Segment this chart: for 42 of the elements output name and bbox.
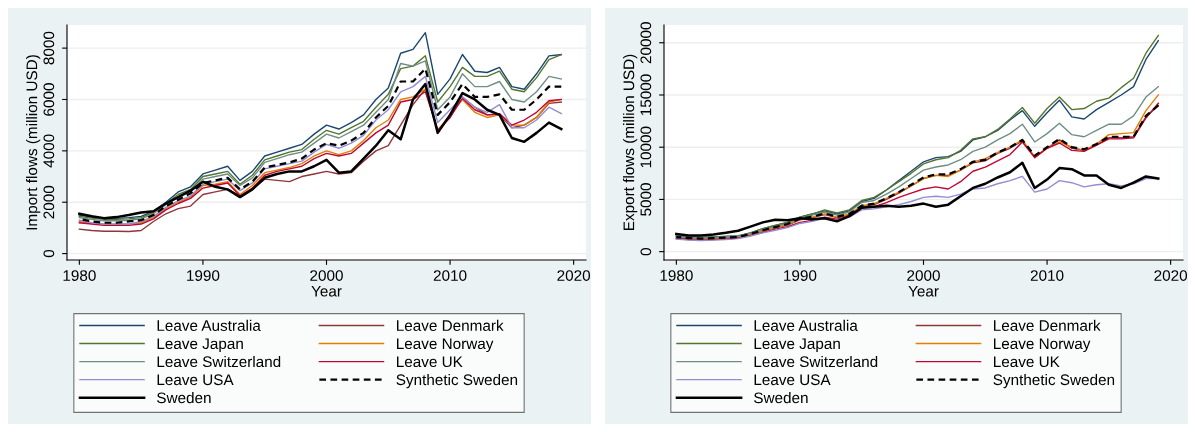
x-tick-label: 1990 <box>784 270 817 281</box>
x-tick-label: 1980 <box>660 270 693 281</box>
legend-label: Sweden <box>754 392 808 404</box>
legend-label: Leave Switzerland <box>157 355 281 368</box>
y-tick-label: 0 <box>640 247 652 256</box>
legend-label: Leave Australia <box>754 319 858 331</box>
legend-label: Leave Denmark <box>994 319 1101 331</box>
legend-label: Leave Switzerland <box>754 355 878 368</box>
y-tick-label: 5000 <box>640 183 652 216</box>
legend-label: Leave USA <box>157 374 234 386</box>
x-tick-label: 2020 <box>1154 270 1188 281</box>
y-axis-title: Import flows (million USD) <box>26 55 41 230</box>
y-axis-title: Export flows (million USD) <box>623 54 638 230</box>
x-tick-label: 2010 <box>1030 270 1064 281</box>
legend-label: Leave UK <box>397 356 463 368</box>
x-tick-label: 1980 <box>63 270 96 281</box>
x-axis-title: Year <box>311 285 342 297</box>
y-tick-label: 8000 <box>43 31 55 65</box>
x-tick-label: 2000 <box>310 270 343 281</box>
x-tick-label: 2010 <box>433 270 467 281</box>
legend-label: Leave Australia <box>157 319 261 331</box>
legend-label: Sweden <box>157 392 211 404</box>
x-tick-label: 2000 <box>907 270 940 281</box>
legend-label: Leave Norway <box>397 338 494 353</box>
legend-label: Leave Denmark <box>397 319 504 331</box>
y-tick-label: 15000 <box>640 74 652 116</box>
legend-label: Synthetic Sweden <box>993 373 1115 389</box>
y-tick-label: 4000 <box>43 134 55 168</box>
legend-label: Leave UK <box>994 356 1060 368</box>
legend-label: Synthetic Sweden <box>396 373 518 389</box>
y-tick-label: 10000 <box>640 126 652 168</box>
legend-label: Leave USA <box>754 374 831 386</box>
x-tick-label: 2020 <box>557 270 591 281</box>
x-tick-label: 1990 <box>187 270 220 281</box>
y-tick-label: 2000 <box>43 185 55 219</box>
x-axis-title: Year <box>908 285 939 297</box>
legend-label: Leave Norway <box>994 338 1091 353</box>
y-tick-label: 6000 <box>43 83 55 116</box>
y-tick-label: 0 <box>43 249 55 258</box>
legend-label: Leave Japan <box>754 338 840 353</box>
legend-label: Leave Japan <box>157 338 243 353</box>
y-tick-label: 20000 <box>640 22 652 64</box>
